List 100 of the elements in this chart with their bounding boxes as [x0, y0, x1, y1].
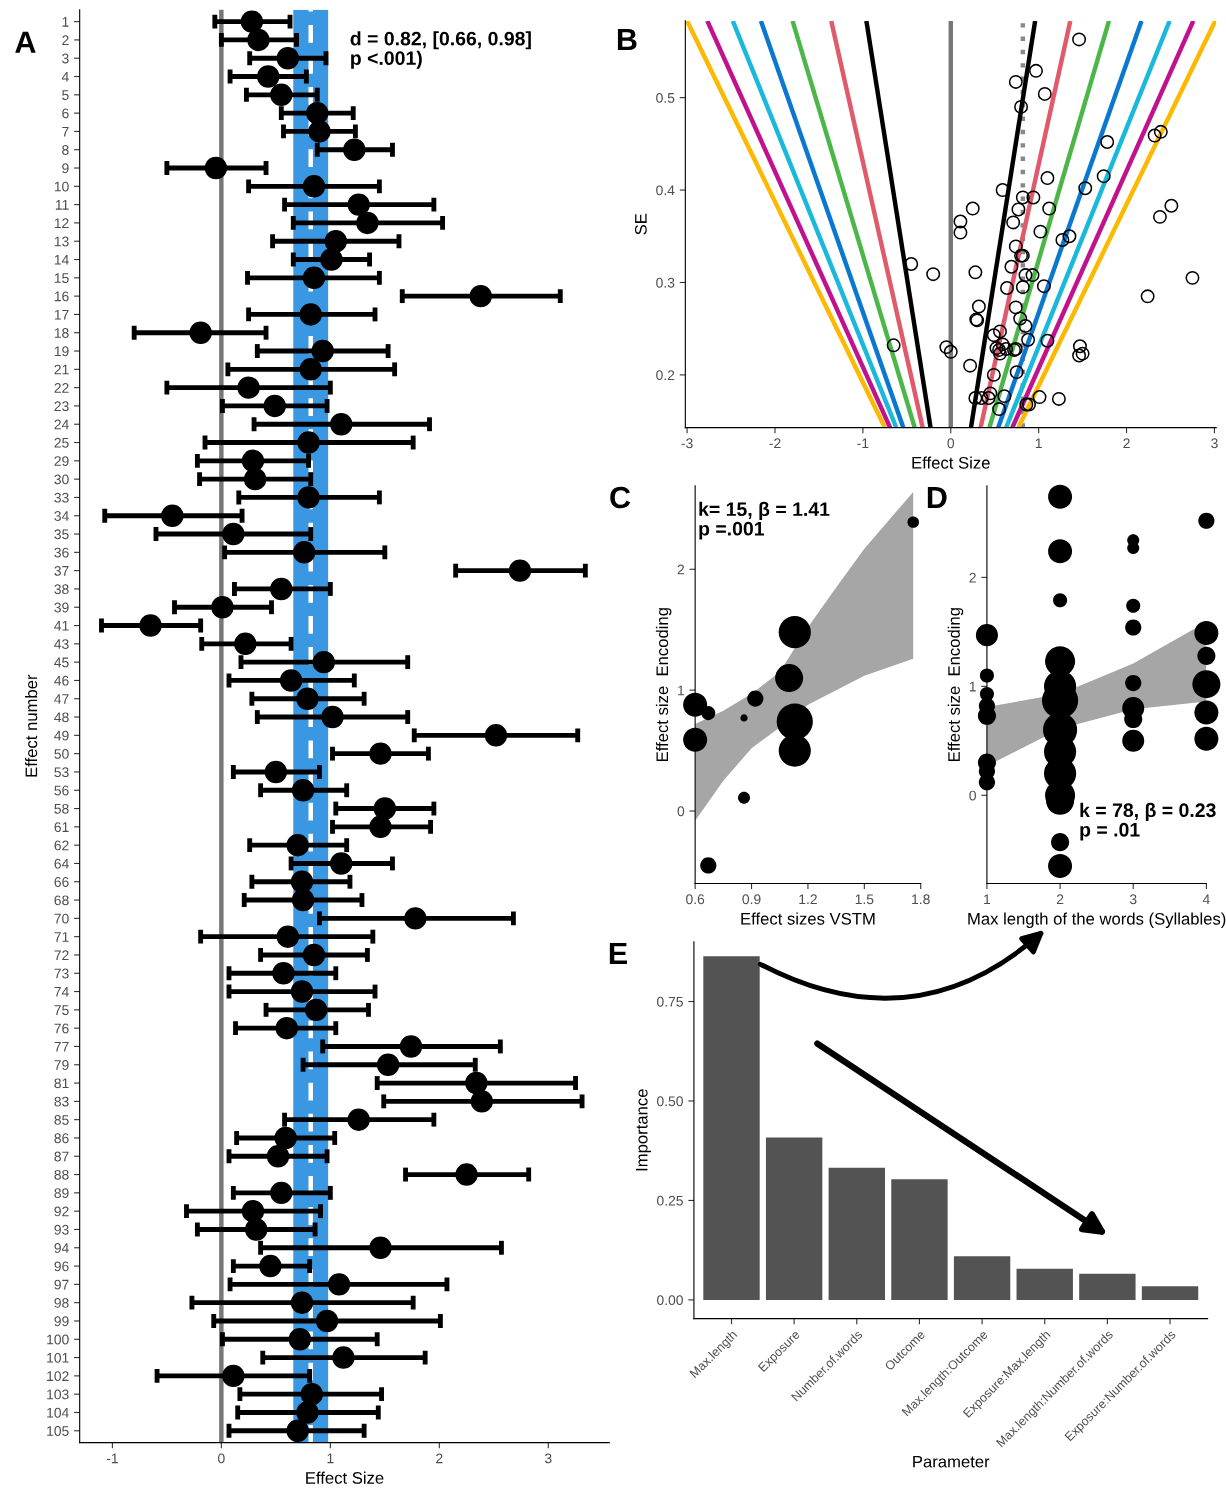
y-tick-label: 97	[54, 1279, 69, 1290]
y-tick-label: 30	[54, 474, 69, 485]
y-tick-label: 17	[54, 309, 69, 320]
y-tick-label: 76	[54, 1023, 69, 1034]
y-axis-title: Effect number	[25, 674, 38, 777]
y-tick-label: 93	[54, 1224, 69, 1235]
annotation: k= 15, β = 1.41 p =.001	[699, 501, 830, 540]
x-tick-label: 1	[984, 894, 991, 905]
x-axis-title: Parameter	[913, 1455, 990, 1468]
x-tick-label: 1.8	[912, 894, 930, 905]
y-tick-label: 4	[61, 71, 69, 82]
y-tick-label: 1	[62, 17, 69, 27]
y-tick-label: 13	[54, 236, 69, 247]
y-tick-label: 1	[969, 681, 976, 692]
y-tick-label: 48	[54, 712, 69, 723]
y-tick-label: 0.00	[657, 1295, 683, 1306]
y-tick-label: 39	[54, 602, 69, 613]
y-tick-label: 100	[47, 1334, 69, 1345]
y-tick-label: 88	[54, 1169, 69, 1180]
y-tick-label: 94	[54, 1243, 69, 1253]
x-axis-title: Effect Size	[912, 456, 990, 469]
y-tick-label: 0.5	[656, 92, 675, 103]
y-tick-label: 41	[54, 621, 69, 631]
y-tick-label: 74	[54, 987, 69, 997]
y-tick-label: 3	[62, 53, 69, 64]
x-tick-label: 0	[218, 1453, 225, 1464]
y-tick-label: 49	[54, 730, 69, 741]
x-tick-label: 0.9	[742, 894, 761, 905]
y-tick-label: 22	[54, 382, 69, 393]
y-tick-label: 81	[54, 1078, 69, 1089]
y-tick-label: 92	[54, 1206, 69, 1217]
y-tick-label: 0	[677, 806, 685, 817]
y-tick-label: 18	[54, 328, 69, 338]
y-tick-label: 58	[54, 803, 69, 814]
y-tick-label: 2	[969, 572, 976, 583]
y-tick-label: 45	[54, 657, 69, 668]
x-axis-title: Effect Size	[306, 1471, 384, 1484]
y-axis-title: Effect size Encoding	[947, 608, 964, 762]
y-tick-label: 73	[54, 968, 69, 979]
x-tick-label: 3	[544, 1453, 552, 1464]
chart-title: B	[617, 29, 637, 51]
x-tick-label: 2	[1123, 438, 1130, 449]
x-tick-label: 3	[1129, 894, 1137, 905]
y-tick-label: 68	[54, 895, 69, 906]
y-tick-label: 34	[54, 511, 69, 521]
y-tick-label: 36	[54, 547, 69, 558]
y-tick-label: 19	[54, 346, 69, 357]
x-tick-label: 2	[1056, 894, 1064, 905]
y-tick-label: 5	[62, 90, 69, 100]
annotation: k = 78, β = 0.23 p = .01	[1080, 802, 1216, 841]
x-tick-label: -1	[106, 1453, 118, 1464]
y-tick-label: 56	[54, 785, 69, 796]
y-tick-label: 77	[54, 1041, 69, 1052]
y-tick-label: 43	[54, 639, 69, 650]
y-tick-label: 79	[54, 1060, 69, 1070]
y-tick-label: 37	[54, 565, 69, 576]
y-tick-label: 8	[62, 145, 69, 155]
y-axis-title: Importance	[635, 1089, 651, 1171]
y-tick-label: 0.75	[657, 996, 683, 1007]
y-axis-title: SE	[634, 213, 647, 235]
y-tick-label: 101	[47, 1352, 69, 1363]
y-tick-label: 99	[54, 1316, 69, 1327]
chart-title: C	[610, 486, 631, 509]
chart-title: D	[927, 487, 947, 509]
y-tick-label: 9	[62, 163, 69, 174]
y-tick-label: 50	[54, 748, 69, 759]
y-tick-label: 25	[54, 437, 69, 448]
y-tick-label: 0.50	[657, 1096, 683, 1107]
y-tick-label: 61	[54, 822, 69, 833]
x-tick-label: 1	[1035, 438, 1042, 449]
y-tick-label: 0.25	[657, 1195, 683, 1206]
y-tick-label: 0.3	[656, 277, 675, 288]
y-tick-label: 7	[62, 126, 69, 137]
y-tick-label: 23	[54, 401, 69, 412]
x-tick-label: 3	[1211, 438, 1218, 449]
x-tick-label: 1	[327, 1453, 334, 1464]
y-tick-label: 12	[54, 218, 69, 228]
x-tick-label: -2	[769, 438, 781, 449]
y-tick-label: 47	[54, 694, 69, 704]
y-tick-label: 0.2	[656, 370, 675, 381]
y-tick-label: 11	[55, 200, 69, 210]
y-tick-label: 33	[54, 492, 69, 503]
text: A	[15, 31, 36, 53]
x-tick-label: 0.6	[686, 894, 705, 905]
y-tick-label: 96	[54, 1261, 69, 1272]
y-tick-label: 85	[54, 1115, 69, 1125]
chart-title: E	[609, 942, 627, 964]
y-tick-label: 16	[54, 291, 69, 302]
annotation: d = 0.82, [0.66, 0.98] p <.001)	[350, 31, 531, 69]
y-tick-label: 24	[54, 419, 69, 430]
y-tick-label: 14	[54, 255, 69, 265]
y-tick-label: 1	[678, 685, 685, 696]
y-tick-label: 72	[54, 950, 69, 960]
x-tick-label: 0	[947, 438, 955, 449]
x-tick-label: -1	[857, 438, 869, 449]
y-tick-label: 71	[54, 932, 69, 942]
y-tick-label: 10	[54, 181, 69, 192]
y-tick-label: 104	[47, 1407, 69, 1418]
y-tick-label: 105	[47, 1426, 69, 1436]
y-tick-label: 102	[47, 1371, 69, 1382]
